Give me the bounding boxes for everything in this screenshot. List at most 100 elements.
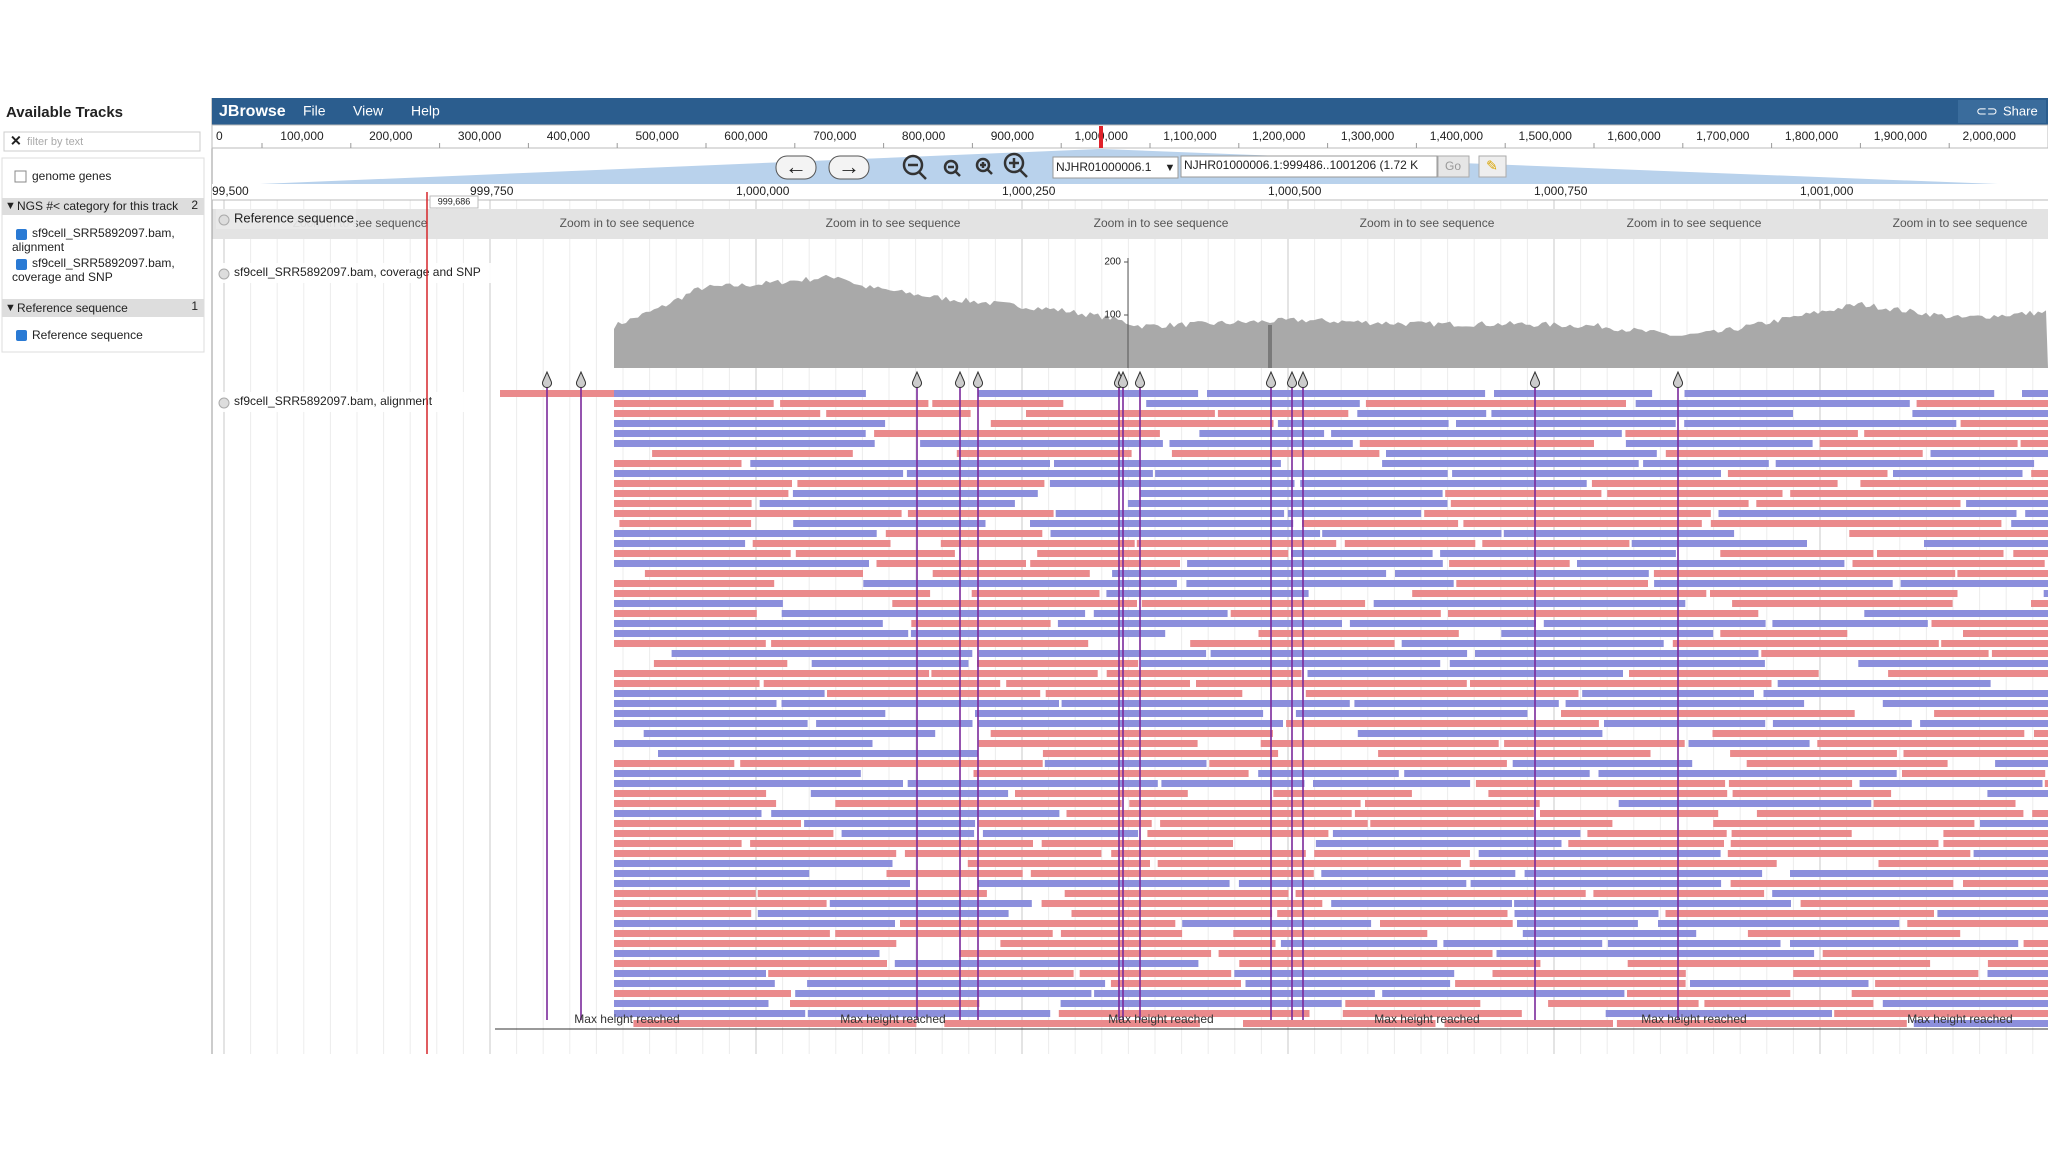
group-header[interactable] bbox=[2, 299, 204, 317]
checkbox-checked[interactable] bbox=[16, 259, 27, 270]
read bbox=[1079, 970, 1232, 977]
read bbox=[1963, 880, 2048, 887]
read bbox=[1234, 970, 1455, 977]
reference-select[interactable] bbox=[1052, 156, 1179, 179]
snp-marker bbox=[912, 370, 922, 388]
track-label: sf9cell_SRR5892097.bam, alignment bbox=[234, 394, 433, 408]
read bbox=[835, 930, 1053, 937]
read bbox=[1470, 880, 1722, 887]
pan-left[interactable] bbox=[775, 155, 817, 180]
overview-label: 2,000,000 bbox=[1963, 129, 2017, 143]
menu-item[interactable]: Help bbox=[411, 103, 440, 119]
read bbox=[1710, 520, 2002, 527]
read bbox=[1186, 580, 1454, 587]
highlight-button[interactable] bbox=[1478, 155, 1507, 178]
read bbox=[1470, 680, 1772, 687]
read bbox=[1943, 830, 2048, 837]
menu-item[interactable]: File bbox=[303, 103, 326, 119]
overview-label: 1,200,000 bbox=[1252, 129, 1306, 143]
sequence-placeholder: Zoom in to see sequence bbox=[1627, 216, 1762, 230]
read bbox=[614, 400, 774, 407]
menu-item[interactable]: View bbox=[353, 103, 384, 119]
overview-label: 300,000 bbox=[458, 129, 502, 143]
zoom-buttons[interactable] bbox=[902, 152, 1028, 180]
read bbox=[1730, 840, 1939, 847]
read bbox=[1041, 900, 1323, 907]
go-label: Go bbox=[1445, 159, 1461, 173]
snp-marker bbox=[1118, 370, 1128, 388]
read bbox=[1665, 910, 1934, 917]
read bbox=[614, 460, 742, 467]
read bbox=[841, 830, 975, 837]
read bbox=[1291, 550, 1433, 557]
go-button[interactable] bbox=[1437, 155, 1470, 178]
snp-marker bbox=[1135, 370, 1145, 388]
read bbox=[1900, 580, 2048, 587]
filter-box[interactable] bbox=[3, 131, 201, 152]
pan-left-icon: ← bbox=[785, 154, 807, 179]
read bbox=[1616, 1020, 1907, 1027]
read bbox=[1378, 750, 1651, 757]
track-name: sf9cell_SRR5892097.bam, coverage and SNP bbox=[12, 256, 178, 284]
clear-icon[interactable]: ✕ bbox=[10, 133, 22, 149]
read bbox=[1727, 470, 1888, 477]
read bbox=[1800, 900, 2048, 907]
read bbox=[614, 990, 791, 997]
read bbox=[900, 920, 1176, 927]
read bbox=[1146, 400, 1360, 407]
highlight-icon: ✎ bbox=[1486, 158, 1498, 174]
read bbox=[944, 1020, 1200, 1027]
read bbox=[793, 520, 986, 527]
read bbox=[614, 820, 801, 827]
read bbox=[1793, 970, 1979, 977]
read bbox=[1710, 590, 1958, 597]
overview-label: 700,000 bbox=[813, 129, 857, 143]
read bbox=[1171, 450, 1380, 457]
read bbox=[1864, 610, 2048, 617]
read bbox=[1732, 790, 1892, 797]
read bbox=[1313, 780, 1471, 787]
location-box[interactable] bbox=[1180, 155, 1438, 178]
read bbox=[1365, 400, 1626, 407]
pan-right[interactable] bbox=[828, 155, 870, 180]
overview-ruler[interactable] bbox=[211, 124, 2048, 149]
read bbox=[1061, 700, 1350, 707]
overview-label: 1,800,000 bbox=[1785, 129, 1839, 143]
read bbox=[614, 490, 789, 497]
read bbox=[978, 740, 1198, 747]
read bbox=[614, 630, 909, 637]
sidebar: Available Tracks ✕ filter by text genome… bbox=[1, 98, 213, 1054]
read bbox=[1305, 690, 1579, 697]
group-header[interactable] bbox=[2, 198, 204, 215]
read bbox=[1322, 530, 1502, 537]
read bbox=[500, 390, 614, 397]
read bbox=[1230, 610, 1441, 617]
read bbox=[614, 810, 762, 817]
read bbox=[614, 760, 735, 767]
read bbox=[1357, 410, 1487, 417]
max-height-notice: Max height reached bbox=[840, 1012, 945, 1026]
read bbox=[652, 450, 853, 457]
share-button[interactable] bbox=[1958, 100, 2046, 123]
snp-marker bbox=[1298, 370, 1308, 388]
checkbox[interactable] bbox=[14, 170, 27, 183]
read bbox=[1731, 830, 1852, 837]
overview-labels: 0 100,000 200,000 300,000 400,000 500,000 600,… bbox=[216, 129, 2016, 148]
share-label[interactable]: Share bbox=[2003, 103, 2038, 118]
ruler-label: 1,000,750 bbox=[1534, 184, 1588, 198]
coverage-spike bbox=[1268, 325, 1272, 368]
read bbox=[614, 530, 877, 537]
read bbox=[1604, 720, 1766, 727]
read bbox=[1718, 510, 2017, 517]
read bbox=[967, 860, 1150, 867]
checkbox-checked[interactable] bbox=[16, 330, 27, 341]
read bbox=[1111, 850, 1306, 857]
read bbox=[2031, 470, 2048, 477]
read bbox=[1864, 430, 2048, 437]
read bbox=[1629, 670, 1819, 677]
checkbox-checked[interactable] bbox=[16, 229, 27, 240]
read bbox=[977, 390, 1199, 397]
read bbox=[1006, 680, 1190, 687]
